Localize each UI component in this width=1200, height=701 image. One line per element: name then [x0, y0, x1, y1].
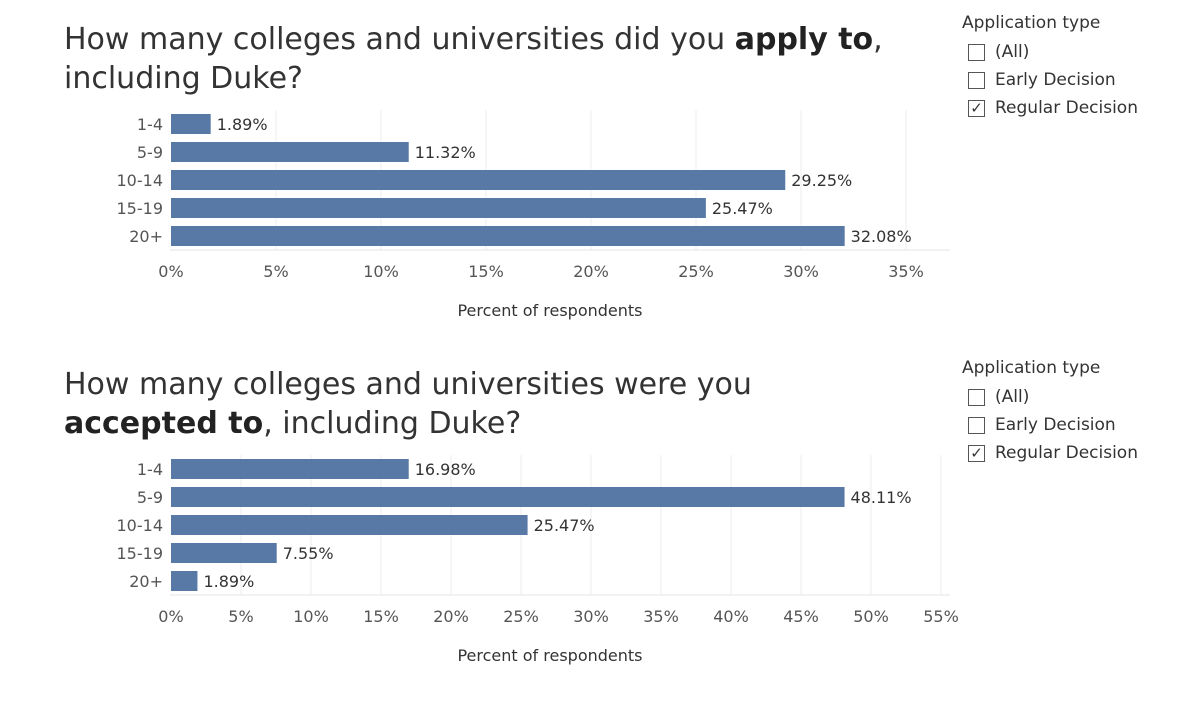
checkbox-early-decision[interactable]: [968, 416, 985, 434]
filter-option-all[interactable]: (All): [962, 38, 1192, 66]
filter-option-all[interactable]: (All): [962, 383, 1192, 411]
x-axis-title: Percent of respondents: [457, 301, 642, 320]
category-label: 15-19: [117, 544, 164, 563]
filter-option-regular-decision[interactable]: ✓ Regular Decision: [962, 439, 1192, 467]
data-label: 1.89%: [203, 572, 254, 591]
filter-title: Application type: [962, 13, 1101, 33]
application-type-filter: Application type (All) Early Decision ✓ …: [962, 12, 1192, 122]
x-axis-title: Percent of respondents: [457, 646, 642, 665]
x-tick-label: 35%: [888, 262, 924, 281]
data-label: 1.89%: [217, 115, 268, 134]
x-tick-label: 40%: [713, 607, 749, 626]
apply-bar-chart: 1-4 1.89% 5-9 11.32% 10-14 29.25% 15-19 25.47% 2…: [117, 110, 950, 320]
checkbox-regular-decision-checked[interactable]: ✓: [968, 99, 985, 117]
title-emphasis: apply to: [734, 22, 874, 57]
category-label: 1-4: [137, 460, 163, 479]
bar: [171, 114, 211, 134]
chart-title: How many colleges and universities did y…: [64, 20, 914, 98]
x-tick-label: 30%: [573, 607, 609, 626]
x-tick-label: 5%: [228, 607, 253, 626]
data-label: 29.25%: [791, 171, 852, 190]
x-tick-label: 45%: [783, 607, 819, 626]
x-tick-label: 15%: [363, 607, 399, 626]
x-tick-label: 10%: [293, 607, 329, 626]
x-tick-label: 15%: [468, 262, 504, 281]
category-label: 1-4: [137, 115, 163, 134]
bar: [171, 515, 528, 535]
category-label: 15-19: [117, 199, 164, 218]
bar: [171, 459, 409, 479]
checkbox-all[interactable]: [968, 388, 985, 406]
filter-option-early-decision[interactable]: Early Decision: [962, 66, 1192, 94]
filter-option-label: (All): [995, 387, 1030, 407]
category-label: 20+: [129, 227, 163, 246]
checkbox-regular-decision-checked[interactable]: ✓: [968, 444, 985, 462]
checkbox-early-decision[interactable]: [968, 71, 985, 89]
apply-chart-panel: How many colleges and universities did y…: [0, 0, 1200, 345]
filter-option-regular-decision[interactable]: ✓ Regular Decision: [962, 94, 1192, 122]
bar: [171, 571, 198, 591]
x-tick-label: 25%: [503, 607, 539, 626]
accept-bar-chart: 1-4 16.98% 5-9 48.11% 10-14 25.47% 15-19 7.55% 2…: [117, 455, 959, 665]
title-text-end: , including Duke?: [64, 22, 883, 96]
chart-title: How many colleges and universities were …: [64, 365, 914, 443]
x-tick-label: 50%: [853, 607, 889, 626]
title-text: How many colleges and universities did y…: [64, 22, 735, 57]
filter-option-early-decision[interactable]: Early Decision: [962, 411, 1192, 439]
data-label: 25.47%: [534, 516, 595, 535]
filter-title: Application type: [962, 358, 1101, 378]
bar: [171, 198, 706, 218]
bar: [171, 170, 786, 190]
x-tick-label: 0%: [158, 262, 183, 281]
data-label: 16.98%: [415, 460, 476, 479]
bar: [171, 487, 845, 507]
title-text: How many colleges and universities were …: [64, 367, 752, 402]
filter-option-label: Early Decision: [995, 415, 1116, 435]
title-emphasis: accepted to: [64, 406, 264, 441]
bar: [171, 226, 845, 246]
checkbox-all[interactable]: [968, 43, 985, 61]
bar: [171, 142, 409, 162]
x-tick-label: 30%: [783, 262, 819, 281]
x-tick-label: 0%: [158, 607, 183, 626]
filter-option-label: Early Decision: [995, 70, 1116, 90]
bar: [171, 543, 277, 563]
accept-chart-panel: How many colleges and universities were …: [0, 345, 1200, 701]
x-tick-label: 55%: [923, 607, 959, 626]
data-label: 11.32%: [415, 143, 476, 162]
data-label: 48.11%: [851, 488, 912, 507]
title-text-end: , including Duke?: [263, 406, 522, 441]
data-label: 25.47%: [712, 199, 773, 218]
x-tick-label: 5%: [263, 262, 288, 281]
category-label: 5-9: [137, 488, 163, 507]
x-tick-label: 25%: [678, 262, 714, 281]
category-label: 20+: [129, 572, 163, 591]
data-label: 32.08%: [851, 227, 912, 246]
data-label: 7.55%: [283, 544, 334, 563]
x-tick-label: 20%: [573, 262, 609, 281]
filter-option-label: Regular Decision: [995, 98, 1138, 118]
category-label: 10-14: [117, 516, 164, 535]
category-label: 10-14: [117, 171, 164, 190]
x-tick-label: 35%: [643, 607, 679, 626]
category-label: 5-9: [137, 143, 163, 162]
filter-option-label: Regular Decision: [995, 443, 1138, 463]
application-type-filter: Application type (All) Early Decision ✓ …: [962, 357, 1192, 467]
x-tick-label: 10%: [363, 262, 399, 281]
filter-option-label: (All): [995, 42, 1030, 62]
x-tick-label: 20%: [433, 607, 469, 626]
